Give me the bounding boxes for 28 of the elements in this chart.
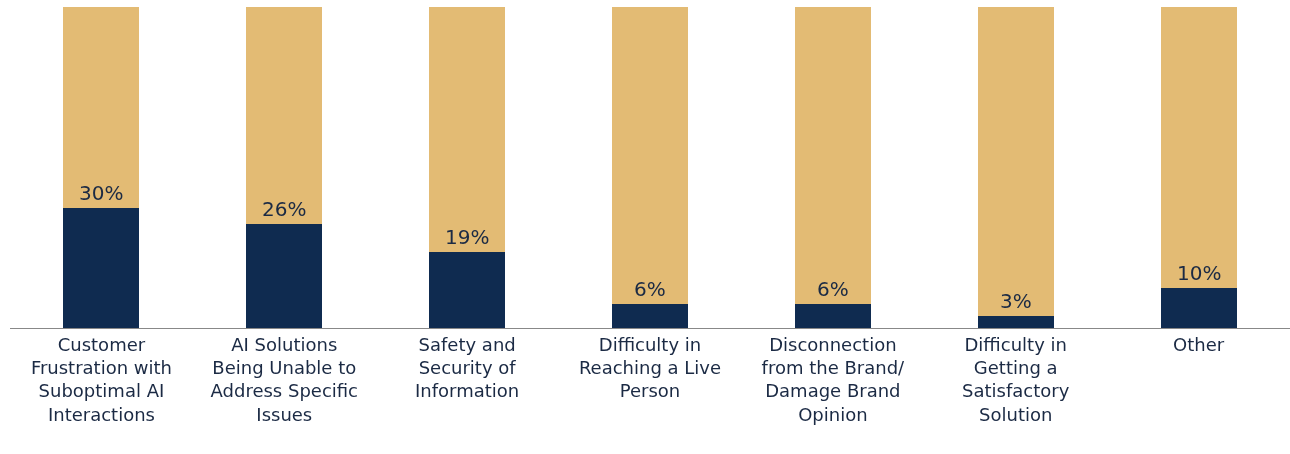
- data-label: 10%: [1177, 261, 1222, 285]
- bar: [977, 7, 1054, 316]
- data-label: 3%: [1000, 289, 1032, 313]
- bar: [794, 303, 871, 328]
- x-tick-label: Difficulty in Reaching a Live Person: [578, 333, 722, 402]
- bar: [612, 303, 688, 328]
- bar: [1160, 287, 1237, 328]
- bar: [63, 207, 140, 328]
- bar: [977, 315, 1054, 328]
- data-label: 26%: [262, 197, 307, 221]
- x-tick-label: AI Solutions Being Unable to Address Specific Issues: [210, 333, 359, 425]
- data-label: 6%: [634, 277, 666, 301]
- data-label: 6%: [817, 277, 849, 301]
- bar: [794, 7, 871, 304]
- x-tick-label: Customer Frustration with Suboptimal AI Interactions: [30, 333, 172, 425]
- bar: [1160, 7, 1237, 288]
- data-label: 30%: [79, 181, 124, 205]
- bar: [429, 251, 506, 328]
- bar: [246, 223, 323, 328]
- data-label: 19%: [445, 225, 490, 249]
- x-tick-label: Disconnection from the Brand/ Damage Brand Opinion: [761, 333, 906, 425]
- x-tick-label: Difficulty in Getting a Satisfactory Solution: [962, 333, 1070, 425]
- bar: [246, 7, 323, 224]
- bar: [612, 7, 688, 304]
- x-tick-label: Safety and Security of Information: [415, 333, 520, 402]
- bar: [63, 7, 140, 208]
- x-tick-label: Other: [1173, 333, 1225, 355]
- bar: [429, 7, 506, 252]
